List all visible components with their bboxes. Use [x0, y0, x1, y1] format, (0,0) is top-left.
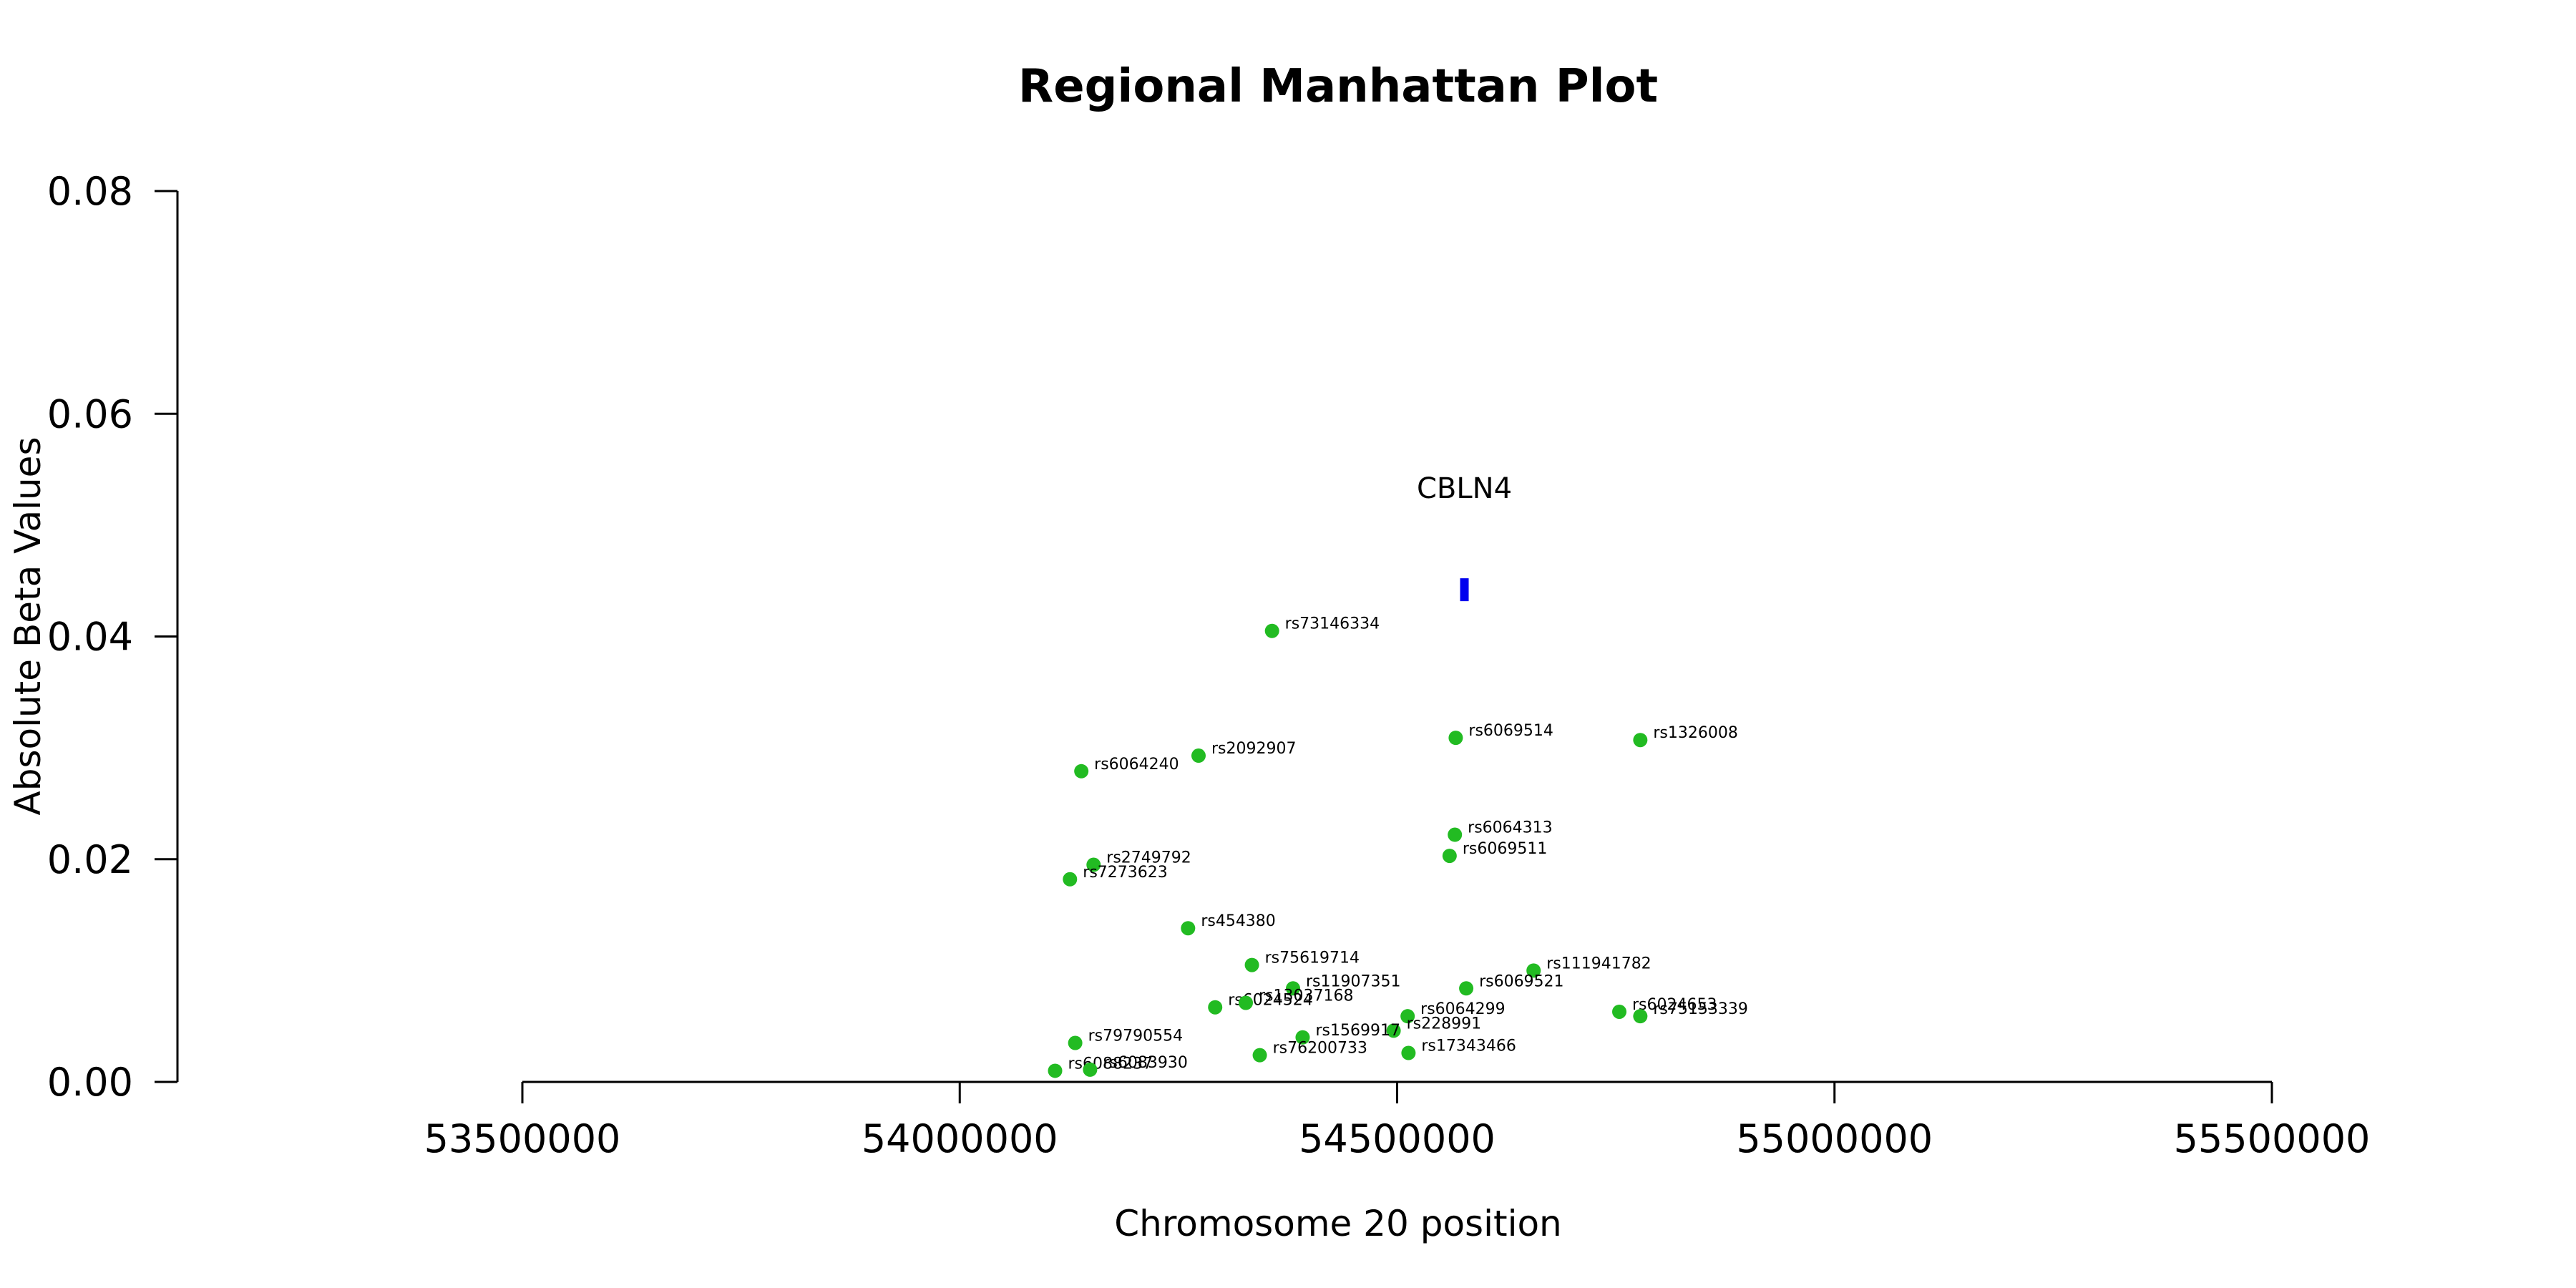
x-tick-label: 53500000: [424, 1116, 621, 1161]
y-tick-label: 0.06: [47, 391, 133, 436]
snp-label: rs79790554: [1088, 1028, 1183, 1045]
gene-bar: [1460, 578, 1469, 602]
snp-label: rs2749792: [1106, 849, 1191, 867]
snp-label: rs13037168: [1259, 987, 1353, 1005]
snp-label: rs2092907: [1211, 740, 1297, 758]
snp-label: rs75619714: [1265, 950, 1360, 967]
snp-label: rs6088237: [1068, 1055, 1153, 1073]
snp-point: [1442, 849, 1457, 864]
snp-point: [1048, 1063, 1063, 1078]
snp-label: rs11907351: [1306, 972, 1400, 990]
snp-point: [1264, 623, 1279, 638]
y-tick-label: 0.08: [47, 169, 133, 214]
x-tick-label: 54000000: [862, 1116, 1058, 1161]
snp-point: [1244, 957, 1259, 972]
snp-label: rs6083930: [1103, 1054, 1188, 1072]
snp-point: [1208, 1000, 1223, 1015]
y-tick-label: 0.02: [47, 837, 133, 882]
snp-point: [1459, 981, 1474, 996]
snp-label: rs7273623: [1083, 864, 1168, 882]
snp-point: [1612, 1004, 1627, 1019]
snp-point: [1068, 1035, 1083, 1050]
y-tick-label: 0.00: [47, 1060, 133, 1105]
snp-point: [1526, 963, 1541, 978]
snp-label: rs6069521: [1479, 972, 1564, 990]
x-axis: 53500000 54000000 54500000 55000000 55500000: [424, 1080, 2371, 1161]
snp-label: rs6064240: [1094, 756, 1179, 774]
snp-point: [1448, 827, 1463, 842]
snp-point: [1074, 763, 1089, 779]
x-tick-label: 55000000: [1736, 1116, 1933, 1161]
snp-label: rs228991: [1407, 1015, 1481, 1033]
snp-point: [1181, 921, 1196, 936]
snp-point: [1239, 995, 1254, 1010]
snp-label: rs6069511: [1463, 840, 1548, 858]
snp-label: rs454380: [1201, 912, 1276, 930]
gene-label: CBLN4: [1417, 472, 1512, 505]
snp-label: rs76200733: [1273, 1040, 1367, 1058]
gene-track: CBLN4: [1417, 472, 1512, 602]
snp-point: [1295, 1030, 1310, 1045]
snp-point: [1448, 731, 1463, 746]
snp-point: [1286, 981, 1301, 996]
snp-label: rs6024653: [1632, 996, 1717, 1014]
x-tick-label: 54500000: [1299, 1116, 1496, 1161]
snp-label: rs6064299: [1420, 1000, 1505, 1018]
y-axis-label: Absolute Beta Values: [7, 437, 49, 816]
x-axis-label: Chromosome 20 position: [1114, 1203, 1562, 1244]
snp-points: rs73146334 rs6069514 rs1326008 rs2092907 rs6…: [1048, 615, 1748, 1078]
snp-label: rs111941782: [1546, 955, 1651, 972]
snp-label: rs6064313: [1468, 819, 1553, 837]
snp-point: [1063, 872, 1078, 887]
snp-label: rs73146334: [1285, 615, 1380, 633]
snp-label: rs17343466: [1421, 1038, 1516, 1055]
snp-label: rs75153339: [1653, 1000, 1747, 1018]
snp-point: [1086, 857, 1101, 872]
snp-point: [1400, 1009, 1415, 1024]
snp-label: rs1326008: [1653, 724, 1738, 742]
snp-point: [1083, 1062, 1098, 1077]
y-axis: 0.00 0.02 0.04 0.06 0.08: [47, 169, 179, 1105]
x-tick-label: 55500000: [2174, 1116, 2371, 1161]
snp-point: [1633, 1009, 1648, 1024]
snp-point: [1386, 1023, 1401, 1038]
snp-point: [1401, 1045, 1416, 1060]
snp-point: [1633, 733, 1648, 748]
snp-point: [1252, 1048, 1267, 1063]
y-tick-label: 0.04: [47, 615, 133, 660]
snp-label: rs1569917: [1315, 1022, 1400, 1040]
chart-title: Regional Manhattan Plot: [1018, 60, 1658, 113]
snp-point: [1191, 748, 1206, 763]
snp-label: rs6069514: [1468, 722, 1553, 740]
